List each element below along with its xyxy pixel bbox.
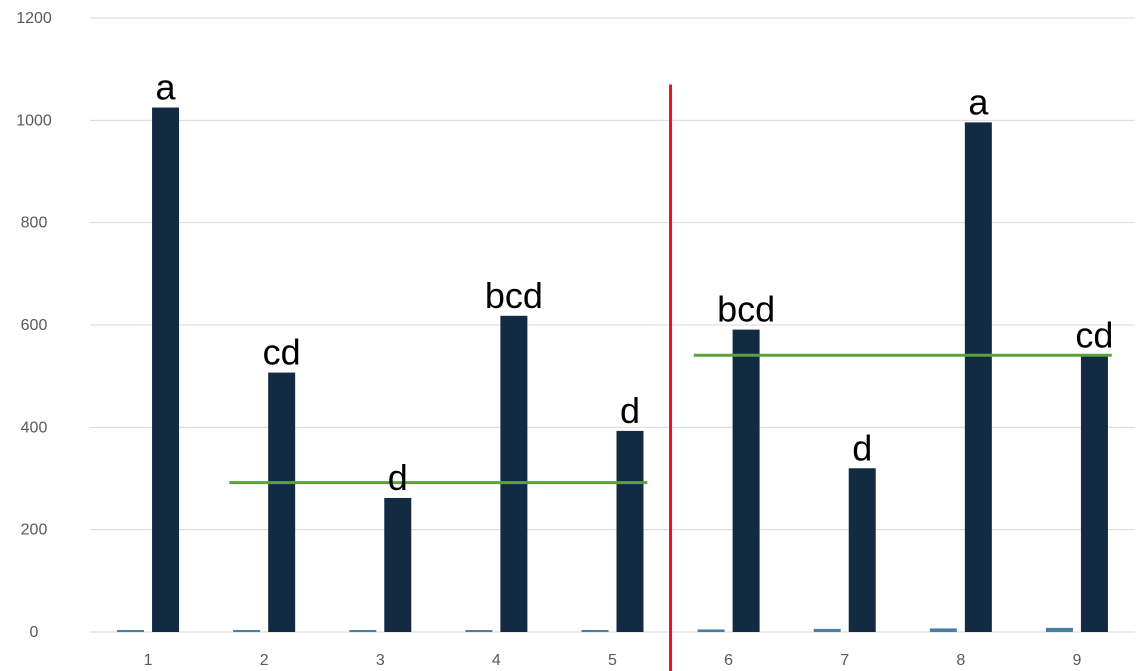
bar-series-2 bbox=[384, 497, 412, 632]
x-tick-label: 3 bbox=[376, 652, 385, 669]
bar-series-2 bbox=[732, 329, 760, 632]
x-tick-label: 2 bbox=[260, 652, 269, 669]
significance-label: cd bbox=[263, 332, 301, 373]
x-tick-label: 8 bbox=[956, 652, 965, 669]
bar-series-2 bbox=[616, 430, 644, 632]
x-axis-tick-labels: 1 2 3 4 5 6 7 8 9 bbox=[144, 652, 1082, 669]
gridlines bbox=[90, 17, 1135, 633]
bar-series-1 bbox=[233, 630, 261, 632]
bar-series-2 bbox=[964, 122, 992, 632]
x-tick-label: 5 bbox=[608, 652, 617, 669]
bar-series-2 bbox=[268, 372, 296, 632]
x-tick-label: 9 bbox=[1072, 652, 1081, 669]
bar-series-1 bbox=[349, 630, 377, 632]
y-axis-tick-labels: 0 200 400 600 800 1000 1200 bbox=[16, 10, 52, 641]
significance-label: a bbox=[156, 67, 177, 108]
bar-series-2 bbox=[848, 468, 876, 632]
significance-label: d bbox=[388, 457, 408, 498]
y-tick-label: 1000 bbox=[16, 112, 52, 129]
y-tick-label: 200 bbox=[21, 522, 48, 539]
significance-label: d bbox=[620, 390, 640, 431]
bar-series-2 bbox=[1080, 355, 1108, 632]
y-tick-label: 1200 bbox=[16, 10, 52, 27]
x-tick-label: 4 bbox=[492, 652, 501, 669]
bars bbox=[117, 107, 1108, 632]
significance-label: bcd bbox=[717, 289, 775, 330]
y-tick-label: 800 bbox=[21, 215, 48, 232]
y-tick-label: 0 bbox=[30, 624, 39, 641]
y-tick-label: 600 bbox=[21, 317, 48, 334]
bar-series-2 bbox=[152, 107, 180, 632]
bar-series-1 bbox=[813, 628, 841, 632]
bar-series-1 bbox=[697, 629, 725, 632]
x-tick-label: 1 bbox=[144, 652, 153, 669]
bar-series-2 bbox=[500, 315, 528, 632]
significance-label: cd bbox=[1075, 315, 1113, 356]
reference-lines bbox=[229, 353, 1112, 485]
bar-series-1 bbox=[581, 629, 609, 632]
x-tick-label: 6 bbox=[724, 652, 733, 669]
x-tick-label: 7 bbox=[840, 652, 849, 669]
significance-label: a bbox=[968, 81, 989, 122]
bar-series-1 bbox=[1045, 627, 1073, 632]
significance-labels: a cd d bcd d bcd d a cd bbox=[156, 67, 1114, 498]
y-tick-label: 400 bbox=[21, 419, 48, 436]
bar-series-1 bbox=[117, 630, 145, 632]
bar-series-1 bbox=[465, 630, 493, 632]
bar-series-1 bbox=[929, 628, 957, 632]
significance-label: bcd bbox=[485, 275, 543, 316]
significance-label: d bbox=[852, 427, 872, 468]
